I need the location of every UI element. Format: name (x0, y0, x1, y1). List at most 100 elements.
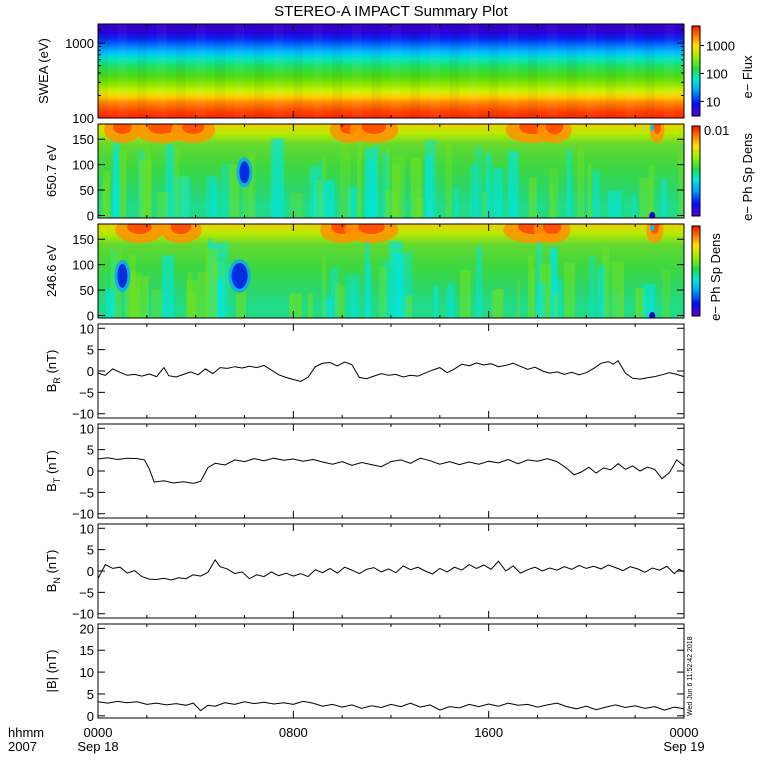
colorbar-label: e− Ph Sp Dens (740, 133, 755, 221)
spectrogram-texture (365, 148, 378, 218)
spectrogram-texture (536, 239, 542, 318)
y-tick-label: 0 (87, 364, 94, 379)
y-tick-label: −5 (79, 385, 94, 400)
spectrogram-texture (171, 147, 180, 218)
spectrogram-texture (307, 292, 313, 318)
spectrogram-texture (485, 153, 492, 218)
y-tick-label: 150 (72, 232, 94, 247)
hotspot (127, 224, 152, 234)
spectrogram-texture (334, 281, 340, 318)
date-label: Sep 19 (663, 739, 704, 754)
spectrogram-image (98, 24, 684, 118)
spectrogram-texture (187, 272, 193, 318)
spectrogram-texture (494, 288, 504, 318)
time-tick-label: 0800 (279, 725, 308, 740)
spectrogram-texture (587, 164, 592, 218)
spectrogram-texture (425, 155, 433, 218)
spectrogram-texture (447, 284, 455, 318)
spectrogram-texture (185, 291, 192, 318)
y-tick-label: 50 (80, 283, 94, 298)
time-tick-label: 0000 (670, 725, 699, 740)
y-tick-label: 5 (87, 687, 94, 702)
spectrogram-texture (234, 24, 245, 118)
spectrogram-texture (425, 139, 437, 218)
coldspot (649, 212, 656, 218)
spectrogram-texture (445, 144, 453, 218)
spectrogram-texture (190, 292, 197, 318)
spectrogram-texture (531, 269, 536, 318)
spectrogram-texture (566, 24, 577, 118)
spectrogram-texture (117, 24, 128, 118)
spectrogram-texture (417, 188, 421, 218)
y-tick-label: 10 (80, 321, 94, 336)
spectrogram-texture (113, 141, 120, 218)
spectrogram-texture (662, 269, 671, 318)
spectrogram-texture (228, 164, 240, 218)
spectrogram-texture (608, 190, 622, 218)
y-tick-label: 50 (80, 183, 94, 198)
spectrogram-texture (453, 188, 459, 218)
spectrogram-texture (137, 24, 147, 118)
spectrogram-texture (644, 24, 655, 118)
spectrogram-texture (180, 177, 190, 218)
spectrogram-fill (98, 24, 684, 118)
spectrogram-texture (176, 24, 186, 118)
spectrogram-texture (588, 255, 596, 318)
y-tick-label: 0 (87, 208, 94, 223)
spectrogram-texture (406, 250, 413, 318)
spectrogram-texture (611, 261, 625, 318)
colorbar-fill (692, 126, 700, 216)
spectrogram-texture (528, 254, 534, 318)
time-tick-label: 0000 (84, 725, 113, 740)
spectrogram-texture (378, 265, 388, 318)
spectrogram-texture (528, 177, 537, 218)
spectrogram-texture (386, 146, 390, 218)
colorbar-tick-label: 0.01 (704, 123, 729, 138)
field-trace (97, 457, 685, 484)
spectrogram-texture (664, 24, 675, 118)
spectrogram-texture (516, 279, 521, 318)
spectrogram-texture (547, 24, 558, 118)
y-tick-label: 1000 (65, 36, 94, 51)
spectrogram-texture (195, 24, 206, 118)
spectrogram-texture (491, 289, 496, 318)
colorbar-tick-label: 10 (706, 94, 720, 109)
spectrogram-image (98, 124, 684, 218)
spectrogram-texture (219, 278, 224, 318)
y-tick-label: 100 (72, 158, 94, 173)
spectrogram-texture (351, 24, 362, 118)
spectrogram-texture (527, 24, 538, 118)
field-panel: −10 −5 0 5 10 BN (nT) (44, 521, 685, 622)
spectrogram-texture (293, 24, 304, 118)
spectrogram-texture (433, 285, 438, 318)
colorbar-fill (692, 226, 700, 316)
spectrogram-texture (405, 295, 413, 318)
spectrogram-texture (563, 262, 575, 318)
spectrogram-texture (221, 163, 232, 218)
y-tick-label: −5 (79, 485, 94, 500)
spectrogram-texture (551, 246, 557, 318)
coldspot (650, 225, 655, 231)
spectrogram-panel: 100 1000 SWEA (eV) 10 100 1000 e− Flux (36, 23, 755, 126)
spectrogram-texture (553, 293, 558, 318)
panel-frame (97, 323, 685, 419)
spectrogram-texture (482, 192, 487, 218)
spectrogram-texture (592, 171, 600, 218)
y-tick-label: 10 (80, 421, 94, 436)
timestamp-label: Wed Jun 6 11:52:42 2018 (687, 636, 694, 716)
spectrogram-texture (206, 175, 217, 218)
colorbar-frame (691, 125, 701, 217)
y-axis-label: 246.6 eV (44, 245, 59, 297)
y-tick-label: −10 (72, 407, 94, 422)
y-tick-label: 20 (80, 621, 94, 636)
y-tick-label: 0 (87, 308, 94, 323)
spectrogram-texture (631, 195, 637, 218)
hotspot (113, 124, 132, 134)
spectrogram-texture (350, 284, 356, 318)
spectrogram-panel: 0 50 100 150 650.7 eV 0.01 e− Ph Sp Dens (44, 123, 755, 223)
spectrogram-texture (394, 253, 407, 318)
hotspot (170, 224, 192, 234)
coldspot (117, 263, 128, 288)
spectrogram-texture (577, 146, 585, 218)
